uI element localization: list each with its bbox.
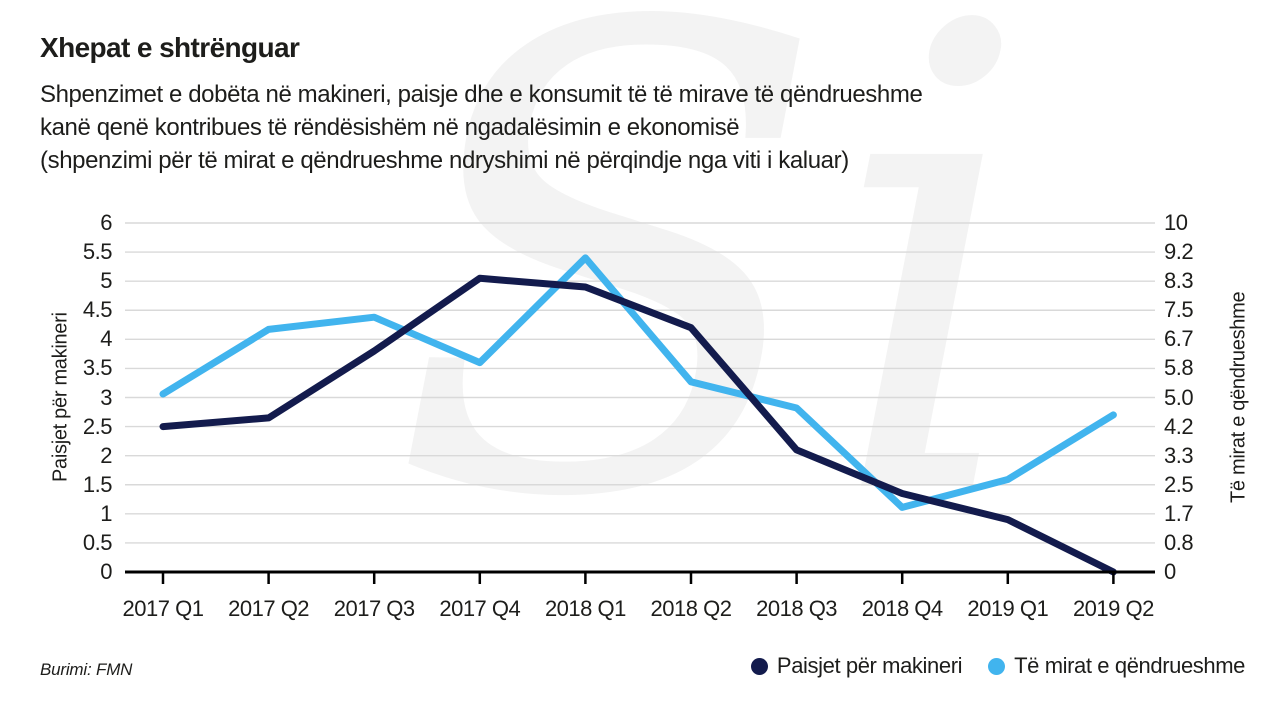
series-line — [159, 254, 1117, 511]
subtitle-line: Shpenzimet e dobëta në makineri, paisje … — [40, 81, 923, 108]
legend-dot-machinery — [750, 657, 768, 675]
legend-label-machinery: Paisjet për makineri — [776, 653, 963, 678]
right-axis-title: Të mirat e qëndrueshme — [1227, 291, 1250, 504]
chart-subtitle: Shpenzimet e dobëta në makineri, paisje … — [40, 78, 923, 177]
legend-item-durables: Të mirat e qëndrueshme — [988, 653, 1245, 679]
chart-title: Xhepat e shtrënguar — [40, 32, 300, 63]
subtitle-line: kanë qenë kontribues të rëndësishëm në n… — [40, 114, 740, 141]
source-note: Burimi: FMN — [40, 660, 133, 679]
left-axis-title: Paisjet për makineri — [49, 312, 72, 483]
series-line — [159, 274, 1117, 576]
legend-item-machinery: Paisjet për makineri — [750, 653, 963, 679]
legend-dot-durables — [988, 657, 1006, 675]
legend-label-durables: Të mirat e qëndrueshme — [1014, 653, 1245, 678]
subtitle-line: (shpenzimi për të mirat e qëndrueshme nd… — [40, 147, 849, 174]
chart-legend: Paisjet për makineri Të mirat e qëndrues… — [750, 653, 1245, 679]
